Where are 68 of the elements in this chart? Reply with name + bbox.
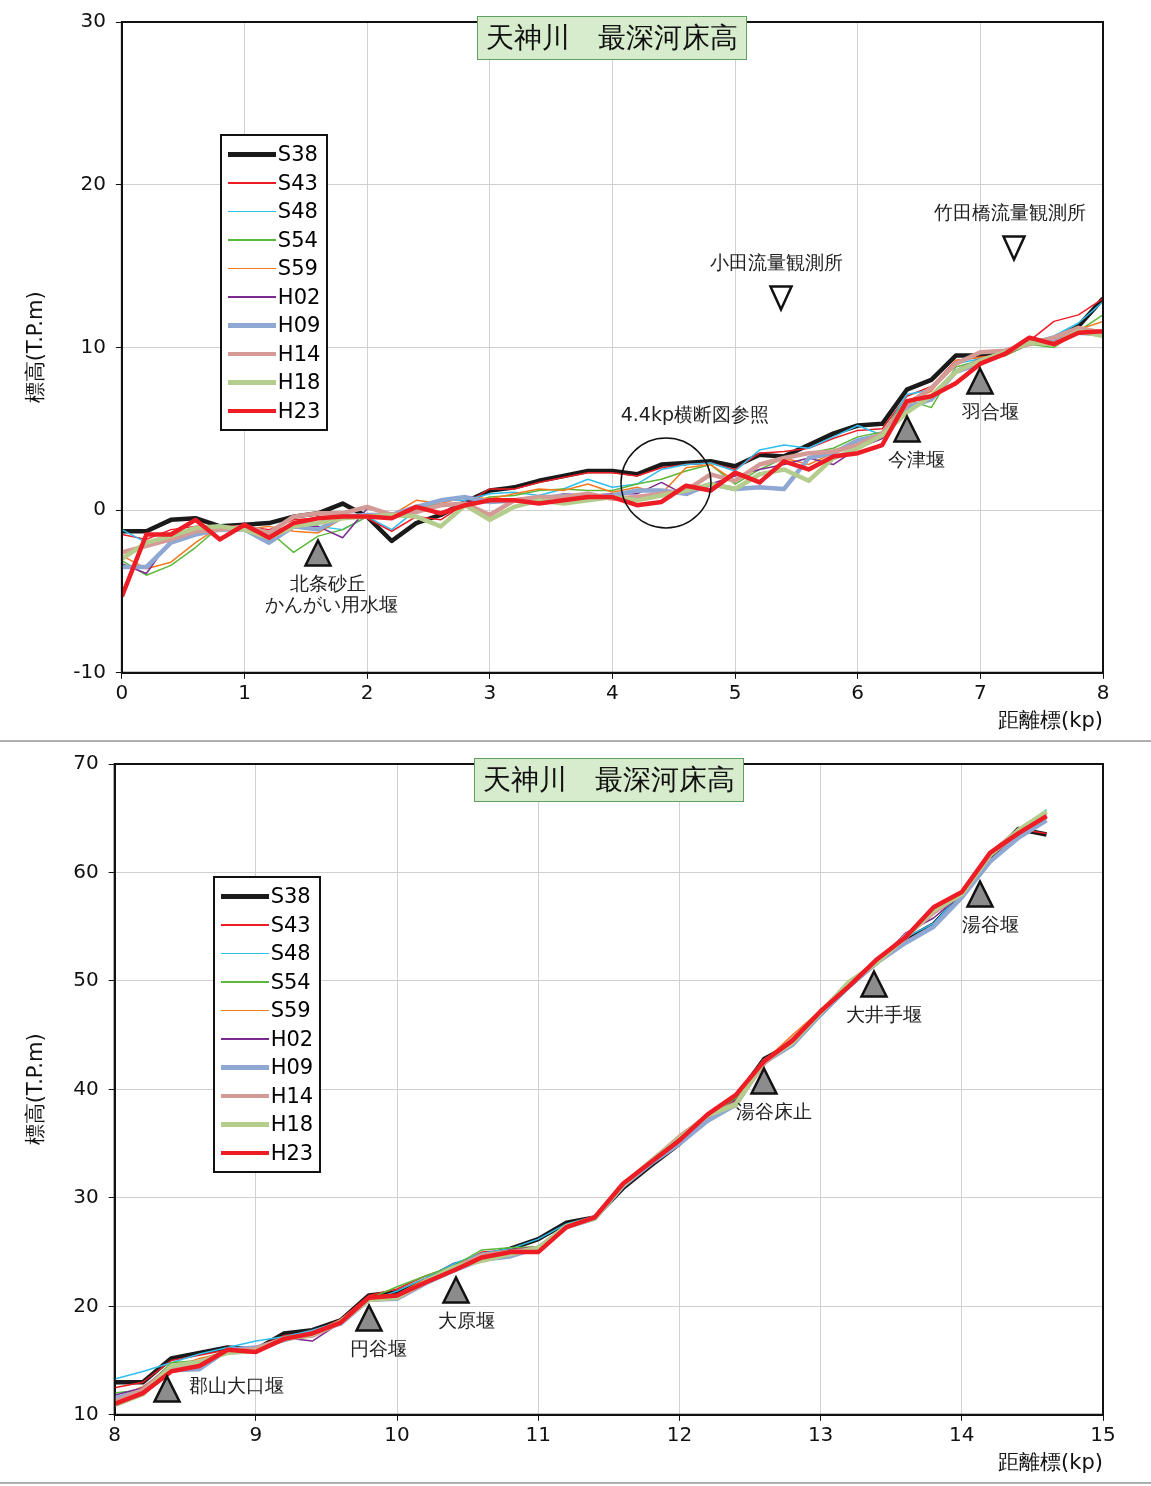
x-tick-label: 0 <box>115 680 129 704</box>
y-tick-label: 40 <box>73 1075 99 1100</box>
annotation: 円谷堰 <box>350 1336 408 1359</box>
legend-label: H02 <box>277 283 321 311</box>
legend-label: H09 <box>270 1054 314 1081</box>
legend-label: S54 <box>270 968 311 996</box>
annotation: 大井手堰 <box>846 1002 923 1025</box>
annotation: 郡山大口堰 <box>188 1374 284 1397</box>
x-tick-label: 1 <box>238 680 251 704</box>
annotation: 小田流量観測所 <box>709 250 843 273</box>
legend-label: H23 <box>277 397 321 425</box>
legend-label: H14 <box>270 1082 314 1110</box>
legend-label: H02 <box>270 1025 314 1053</box>
x-tick-label: 9 <box>249 1422 263 1446</box>
x-tick-label: 14 <box>949 1422 975 1446</box>
annotation: 竹田橋流量観測所 <box>933 200 1086 223</box>
x-axis-title: 距離標(kp) <box>998 707 1103 732</box>
x-tick-label: 2 <box>360 680 374 704</box>
x-tick-label: 15 <box>1090 1422 1116 1446</box>
chart-title: 天神川 最深河床高 <box>473 758 744 802</box>
annotation: 湯谷床止 <box>736 1100 813 1123</box>
y-tick-label: 10 <box>80 333 106 358</box>
y-tick-label: 20 <box>73 1292 99 1317</box>
legend-label: H09 <box>277 312 321 339</box>
legend-label: S43 <box>277 169 318 197</box>
legend-label: S38 <box>277 141 318 168</box>
y-axis-title: 標高(T.P.m) <box>23 291 48 404</box>
x-tick-label: 7 <box>973 680 987 704</box>
legend-label: S43 <box>270 911 311 939</box>
y-tick-label: -10 <box>73 659 106 683</box>
x-tick-label: 4 <box>606 680 619 704</box>
y-tick-label: 30 <box>73 1184 99 1209</box>
x-tick-label: 8 <box>1096 680 1110 704</box>
legend-label: H18 <box>270 1111 314 1138</box>
x-tick-label: 5 <box>728 680 742 704</box>
y-axis-title: 標高(T.P.m) <box>23 1033 48 1146</box>
legend-label: S48 <box>277 198 318 225</box>
x-tick-label: 3 <box>483 680 497 704</box>
y-tick-label: 20 <box>80 170 106 195</box>
x-tick-label: 10 <box>384 1422 410 1446</box>
x-axis-title: 距離標(kp) <box>998 1449 1103 1474</box>
legend-label: S59 <box>277 255 318 282</box>
x-tick-label: 12 <box>666 1422 693 1446</box>
y-tick-label: 60 <box>73 858 99 883</box>
annotation: 今津堰 <box>888 448 946 471</box>
legend-label: S38 <box>270 883 311 910</box>
chart-title: 天神川 最深河床高 <box>477 16 748 60</box>
x-tick-label: 13 <box>807 1422 834 1446</box>
legend-label: S54 <box>277 226 318 254</box>
y-tick-label: 50 <box>73 967 99 992</box>
annotation: 羽合堰 <box>960 399 1019 422</box>
annotation: 大原堰 <box>437 1308 495 1331</box>
x-tick-label: 8 <box>108 1422 122 1446</box>
x-tick-label: 11 <box>525 1422 551 1446</box>
legend-label: H23 <box>270 1139 314 1167</box>
annotation: かんがい用水堰 <box>265 592 399 615</box>
legend-label: H14 <box>277 340 321 368</box>
legend-label: S48 <box>270 940 311 967</box>
annotation: 北条砂丘 <box>290 572 367 595</box>
y-tick-label: 30 <box>80 8 106 33</box>
annotation: 湯谷堰 <box>961 912 1019 935</box>
annotation: 4.4kp横断図参照 <box>620 402 769 425</box>
y-tick-label: 10 <box>73 1401 99 1425</box>
y-tick-label: 0 <box>93 496 106 521</box>
legend-label: H18 <box>277 369 321 396</box>
legend-label: S59 <box>270 997 311 1024</box>
x-tick-label: 6 <box>851 680 865 704</box>
y-tick-label: 70 <box>73 750 99 775</box>
